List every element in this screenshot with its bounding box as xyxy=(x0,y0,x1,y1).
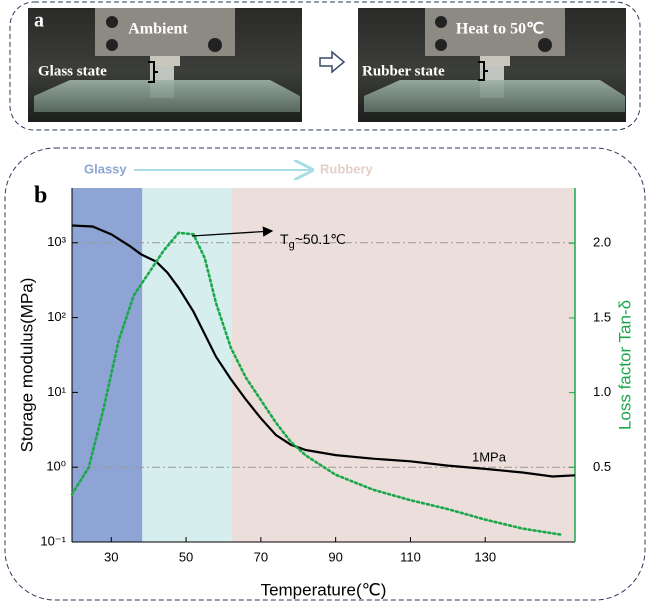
panel-label: a xyxy=(34,10,44,32)
photo-caption: Ambient xyxy=(128,21,188,38)
x-axis-label: Temperature(℃) xyxy=(261,580,387,599)
panel-label: b xyxy=(34,183,47,209)
y-tick-label: 10² xyxy=(47,309,66,324)
transition-arrow xyxy=(319,50,346,74)
y2-tick-label: 0.5 xyxy=(593,459,611,474)
bracket xyxy=(478,61,488,81)
x-tick-label: 90 xyxy=(328,549,342,564)
tg-annotation: Tg~50.1℃ xyxy=(280,231,346,251)
y-tick-label: 10³ xyxy=(47,234,66,249)
photo-caption: Glass state xyxy=(38,63,107,79)
x-tick-label: 70 xyxy=(254,549,268,564)
x-tick-label: 50 xyxy=(179,549,193,564)
data-line xyxy=(70,231,562,536)
photo-caption: Heat to 50℃ xyxy=(456,21,544,38)
x-tick-label: 30 xyxy=(104,549,118,564)
panel-b-frame xyxy=(4,147,646,601)
y-axis-label: Storage modulus(MPa) xyxy=(17,278,36,453)
phase-region xyxy=(142,188,232,542)
x-tick-label: 130 xyxy=(474,549,496,564)
y2-tick-label: 1.5 xyxy=(593,309,611,324)
data-line xyxy=(71,224,576,478)
phase-label: Rubbery xyxy=(320,161,374,176)
y-tick-label: 10⁻¹ xyxy=(40,533,66,548)
photo-left xyxy=(28,8,302,122)
annotation-arrow xyxy=(191,226,274,237)
reference-label: 1MPa xyxy=(472,449,507,464)
phase-region xyxy=(72,188,143,542)
tg-subscript: g xyxy=(289,239,295,251)
bracket xyxy=(148,61,158,83)
tg-symbol: T xyxy=(280,231,289,247)
y2-axis-label: Loss factor Tan-δ xyxy=(615,300,634,430)
y2-tick-label: 1.0 xyxy=(593,384,611,399)
y-tick-label: 10⁰ xyxy=(46,459,66,474)
y2-tick-label: 2.0 xyxy=(593,235,611,250)
phase-region xyxy=(231,188,575,542)
tg-value: ~50.1℃ xyxy=(295,231,346,247)
x-tick-label: 110 xyxy=(400,549,421,564)
photo-caption: Rubber state xyxy=(362,63,445,79)
y-tick-label: 10¹ xyxy=(47,384,66,399)
photo-right xyxy=(358,8,626,122)
panel-a-frame xyxy=(9,1,641,131)
phase-label: Glassy xyxy=(84,161,127,176)
